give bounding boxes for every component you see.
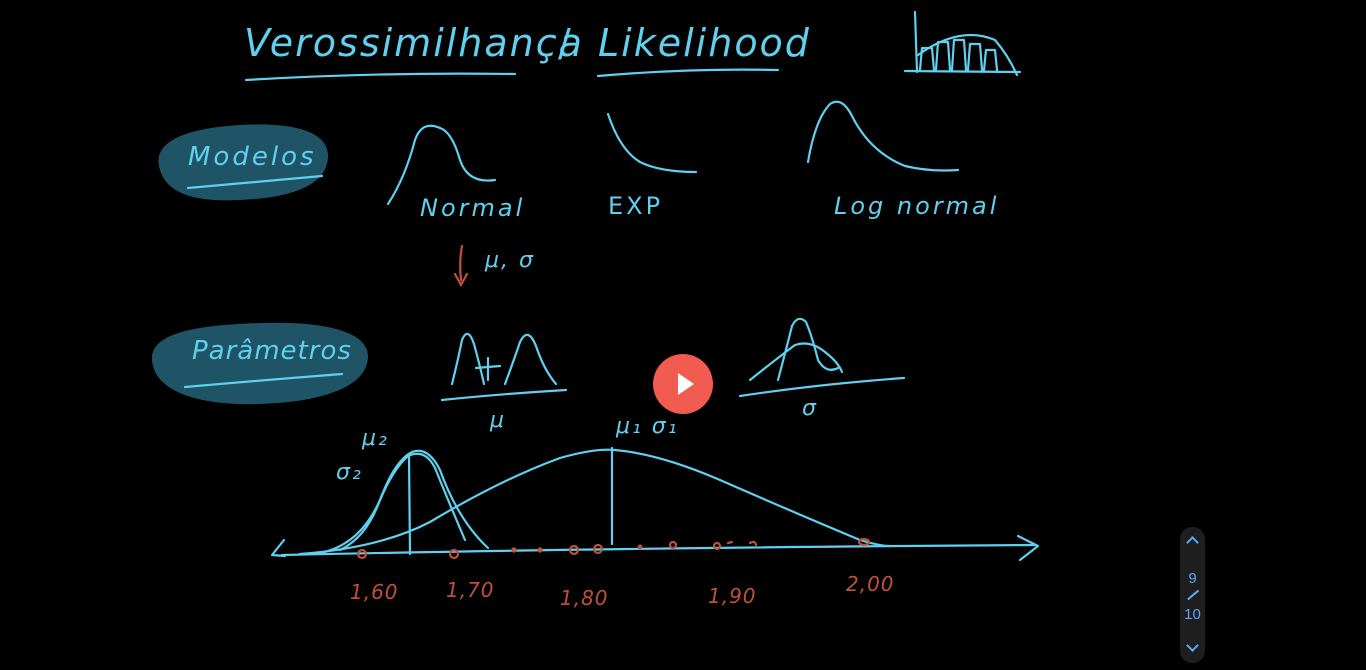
data-point — [726, 540, 734, 545]
axis-tick-label: 2,00 — [846, 572, 895, 596]
axis-tick-label: 1,80 — [560, 586, 609, 610]
play-button[interactable] — [653, 354, 713, 414]
chevron-down-icon — [1186, 639, 1199, 652]
data-point — [592, 543, 604, 555]
normal-params-arrow — [453, 244, 469, 288]
data-point — [356, 548, 368, 560]
mu2-marker-line — [407, 453, 412, 556]
data-point — [637, 544, 643, 550]
data-point — [668, 540, 678, 550]
title-separator: / — [558, 21, 573, 65]
mu2-label: μ₂ — [362, 426, 389, 451]
sigma-baseline — [738, 376, 906, 398]
normal-params-label: μ, σ — [485, 248, 535, 273]
parametros-underline — [183, 372, 344, 389]
axis-tick-label: 1,70 — [446, 578, 495, 602]
exp-curve-sketch — [606, 112, 698, 174]
parametros-label: Parâmetros — [192, 336, 352, 366]
exp-label: EXP — [608, 192, 664, 220]
normal-curve-sketch — [386, 124, 497, 206]
previous-page-button[interactable] — [1180, 529, 1205, 553]
title-en: Likelihood — [598, 21, 811, 65]
lognormal-curve-sketch — [806, 100, 960, 172]
page-separator — [1187, 589, 1199, 600]
sigma-shape-sketch — [748, 317, 844, 382]
title-en-underline — [596, 68, 780, 78]
modelos-underline — [186, 174, 324, 190]
modelos-highlight — [158, 124, 329, 201]
total-pages-number: 10 — [1184, 606, 1201, 623]
next-page-button[interactable] — [1180, 637, 1205, 661]
title-pt: Verossimilhança — [244, 21, 584, 65]
axis-tick-label: 1,90 — [708, 584, 757, 608]
wide-distribution-curve — [298, 448, 892, 556]
data-point — [448, 548, 460, 560]
mini-histogram-sketch — [903, 10, 1022, 77]
data-point — [857, 537, 871, 547]
chevron-up-icon — [1186, 536, 1199, 549]
data-point — [748, 540, 758, 547]
axis-arrow-right — [1016, 534, 1040, 562]
normal-label: Normal — [420, 194, 526, 222]
mu-label: μ — [490, 408, 506, 433]
parametros-highlight — [151, 322, 369, 405]
data-point — [511, 547, 517, 553]
play-icon — [678, 373, 694, 395]
narrow-distribution-curve — [318, 449, 490, 555]
current-page-number: 9 — [1188, 570, 1197, 587]
axis-tick-label: 1,60 — [350, 580, 399, 604]
mu1-sigma1-label: μ₁ σ₁ — [616, 414, 679, 439]
page-navigator: 9 10 — [1180, 527, 1205, 663]
data-point — [537, 547, 543, 553]
title-pt-underline — [244, 72, 517, 82]
sigma2-label: σ₂ — [336, 460, 363, 485]
axis-arrow-left — [270, 538, 287, 558]
main-axis — [280, 543, 1037, 557]
data-point — [712, 541, 722, 551]
data-point — [568, 544, 580, 556]
modelos-label: Modelos — [188, 142, 317, 172]
lognormal-label: Log normal — [834, 192, 1000, 220]
mu-baseline — [440, 388, 568, 402]
sigma-label: σ — [802, 396, 818, 421]
mu-shift-sketch — [450, 332, 558, 386]
